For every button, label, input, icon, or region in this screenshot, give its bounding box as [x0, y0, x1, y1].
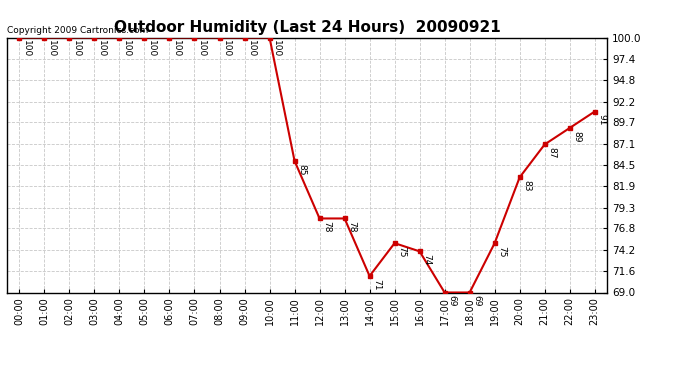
Text: 100: 100	[172, 40, 181, 57]
Text: 100: 100	[247, 40, 256, 57]
Title: Outdoor Humidity (Last 24 Hours)  20090921: Outdoor Humidity (Last 24 Hours) 2009092…	[114, 20, 500, 35]
Text: 100: 100	[197, 40, 206, 57]
Text: 100: 100	[147, 40, 156, 57]
Text: 100: 100	[47, 40, 56, 57]
Text: 91: 91	[598, 114, 607, 126]
Text: 100: 100	[72, 40, 81, 57]
Text: 71: 71	[373, 279, 382, 290]
Text: 83: 83	[522, 180, 531, 192]
Text: 78: 78	[322, 221, 331, 233]
Text: 100: 100	[122, 40, 131, 57]
Text: 69: 69	[447, 295, 456, 307]
Text: Copyright 2009 Cartronics.com: Copyright 2009 Cartronics.com	[7, 26, 148, 35]
Text: 100: 100	[273, 40, 282, 57]
Text: 75: 75	[497, 246, 506, 257]
Text: 100: 100	[22, 40, 31, 57]
Text: 74: 74	[422, 254, 431, 266]
Text: 100: 100	[97, 40, 106, 57]
Text: 100: 100	[222, 40, 231, 57]
Text: 85: 85	[297, 164, 306, 175]
Text: 87: 87	[547, 147, 556, 159]
Text: 69: 69	[473, 295, 482, 307]
Text: 78: 78	[347, 221, 356, 233]
Text: 75: 75	[397, 246, 406, 257]
Text: 89: 89	[573, 131, 582, 142]
